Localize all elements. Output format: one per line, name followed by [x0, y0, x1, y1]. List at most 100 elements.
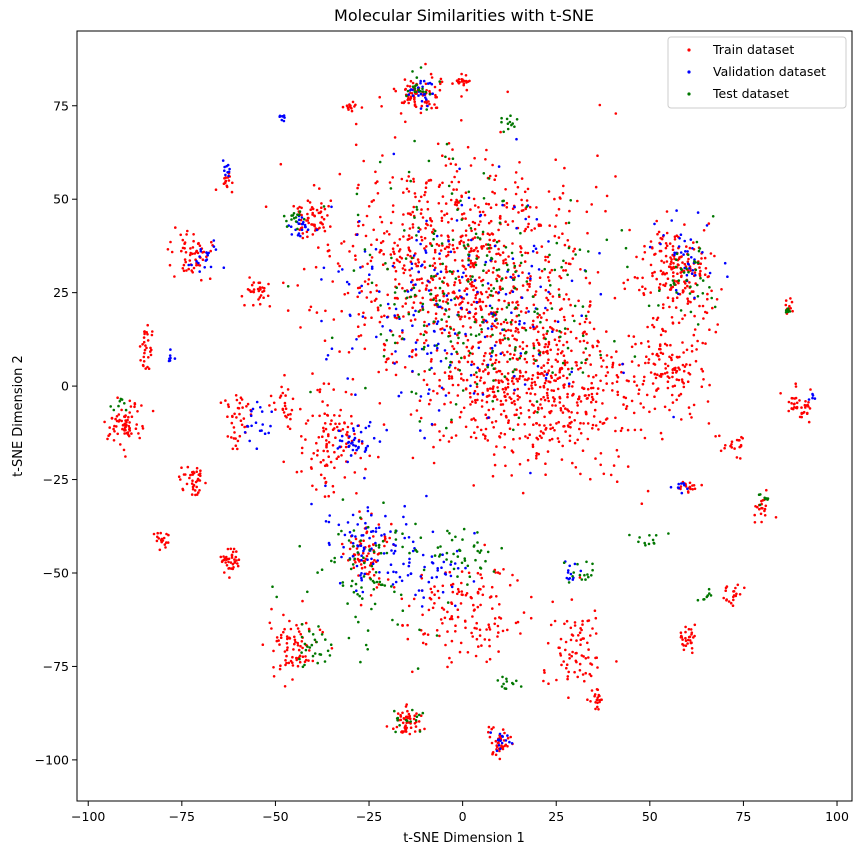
data-point: [546, 450, 550, 453]
data-point: [472, 265, 476, 269]
data-point: [302, 267, 306, 271]
data-point: [197, 263, 200, 267]
data-point: [467, 258, 470, 262]
data-point: [500, 372, 504, 376]
data-point: [794, 382, 797, 386]
data-point: [506, 745, 509, 748]
data-point: [513, 264, 517, 268]
data-point: [551, 426, 555, 430]
data-point: [422, 568, 426, 572]
data-point: [350, 534, 354, 538]
data-point: [476, 425, 479, 429]
data-point: [351, 579, 354, 583]
data-point: [546, 255, 550, 259]
data-point: [615, 480, 619, 484]
data-point: [553, 619, 557, 623]
data-point: [394, 544, 397, 547]
data-point: [394, 571, 398, 574]
data-point: [432, 237, 435, 241]
data-point: [605, 382, 608, 385]
data-point: [472, 197, 476, 201]
data-point: [406, 290, 410, 293]
data-point: [195, 263, 198, 267]
data-point: [146, 333, 149, 336]
data-point: [587, 310, 590, 314]
data-point: [489, 246, 493, 250]
data-point: [710, 289, 713, 293]
data-point: [364, 446, 368, 450]
data-point: [464, 593, 468, 597]
data-point: [123, 428, 126, 431]
data-point: [559, 637, 563, 641]
data-point: [687, 491, 690, 494]
data-point: [543, 381, 547, 385]
data-point: [286, 646, 289, 649]
data-point: [415, 712, 418, 715]
data-point: [687, 257, 690, 261]
data-point: [348, 104, 352, 108]
data-point: [436, 142, 440, 146]
data-point: [476, 531, 479, 534]
data-point: [415, 208, 419, 211]
data-point: [362, 547, 366, 551]
data-point: [538, 276, 542, 280]
data-point: [455, 203, 459, 207]
data-point: [224, 173, 227, 177]
data-point: [198, 479, 202, 482]
data-point: [691, 651, 694, 655]
data-point: [554, 158, 557, 161]
data-point: [388, 233, 391, 236]
data-point: [460, 372, 463, 376]
data-point: [530, 381, 534, 385]
data-point: [352, 443, 355, 447]
data-point: [412, 597, 416, 601]
data-point: [685, 273, 689, 277]
data-point: [484, 413, 488, 417]
data-point: [370, 513, 373, 517]
data-point: [491, 474, 495, 478]
data-point: [374, 247, 378, 251]
data-point: [389, 530, 392, 533]
data-point: [245, 405, 248, 408]
data-point: [417, 310, 421, 313]
data-point: [481, 393, 485, 396]
data-point: [484, 434, 487, 438]
data-point: [733, 447, 736, 450]
data-point: [379, 551, 383, 555]
data-point: [329, 199, 333, 202]
data-point: [118, 399, 122, 403]
data-point: [420, 589, 424, 592]
data-point: [658, 282, 662, 286]
data-point: [693, 623, 697, 627]
data-point: [578, 427, 581, 431]
data-point: [805, 412, 809, 416]
data-point: [470, 229, 473, 233]
data-point: [474, 401, 477, 404]
data-point: [359, 563, 363, 566]
data-point: [547, 290, 550, 294]
data-point: [191, 479, 194, 483]
data-point: [690, 272, 694, 276]
data-point: [482, 359, 486, 362]
data-point: [354, 451, 357, 455]
data-point: [353, 436, 357, 440]
data-point: [521, 203, 524, 207]
data-point: [294, 640, 297, 644]
data-point: [470, 363, 473, 367]
data-point: [472, 373, 476, 377]
data-point: [694, 268, 698, 272]
data-point: [565, 666, 568, 670]
data-point: [284, 394, 287, 397]
data-point: [447, 184, 451, 188]
data-point: [241, 406, 244, 409]
data-point: [469, 265, 472, 269]
data-point: [503, 446, 507, 449]
data-point: [490, 741, 494, 745]
data-point: [787, 409, 790, 413]
data-point: [456, 592, 459, 596]
data-point: [588, 282, 591, 285]
data-point: [327, 455, 331, 459]
data-point: [583, 679, 586, 683]
data-point: [429, 178, 433, 182]
data-point: [633, 428, 637, 432]
